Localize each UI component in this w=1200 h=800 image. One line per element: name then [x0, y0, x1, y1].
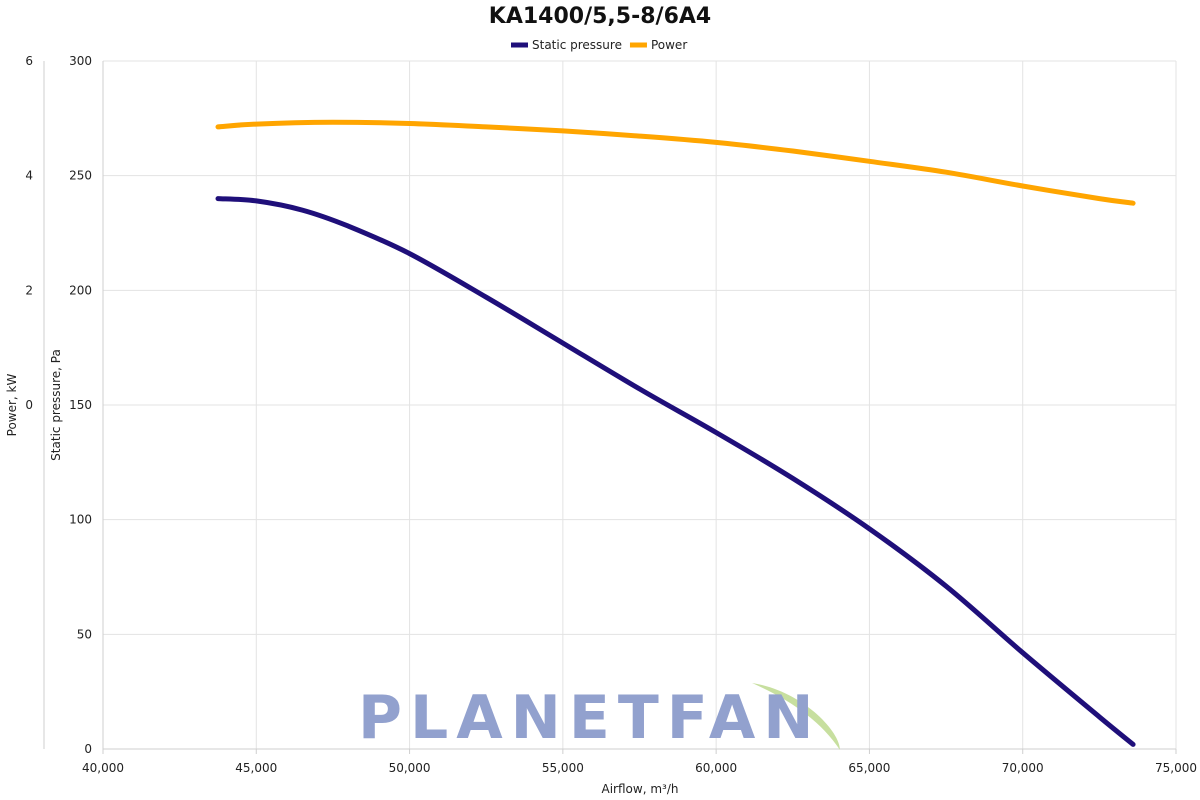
- x-tick-label: 50,000: [389, 761, 431, 775]
- x-tick-label: 45,000: [235, 761, 277, 775]
- x-tick-labels: 40,000 45,000 50,000 55,000 60,000 65,000 70,0…: [82, 749, 1197, 775]
- watermark-text: PLANETFAN: [358, 683, 822, 753]
- power-line: [215, 119, 1136, 206]
- power-legend-label: Power: [651, 38, 687, 52]
- legend: Static pressure Power: [511, 38, 687, 52]
- pressure-tick-label: 300: [69, 54, 92, 68]
- power-tick-label: 2: [25, 283, 33, 297]
- x-tick-label: 75,000: [1155, 761, 1197, 775]
- series-lines: [215, 119, 1136, 747]
- planetfan-watermark: PLANETFAN: [358, 683, 840, 753]
- chart-title: KA1400/5,5-8/6A4: [489, 4, 711, 29]
- power-tick-label: 0: [25, 398, 33, 412]
- power-tick-labels: 0 2 4 6: [25, 54, 33, 412]
- power-tick-label: 4: [25, 169, 33, 183]
- x-tick-label: 55,000: [542, 761, 584, 775]
- static-pressure-legend-label: Static pressure: [532, 38, 622, 52]
- pressure-tick-label: 200: [69, 283, 92, 297]
- power-tick-label: 6: [25, 54, 33, 68]
- x-tick-label: 60,000: [695, 761, 737, 775]
- pressure-tick-label: 50: [77, 627, 92, 641]
- pressure-axis-title: Static pressure, Pa: [49, 349, 63, 461]
- x-tick-label: 70,000: [1002, 761, 1044, 775]
- pressure-tick-label: 100: [69, 513, 92, 527]
- power-axis-title: Power, kW: [5, 374, 19, 437]
- x-tick-label: 65,000: [848, 761, 890, 775]
- x-axis-title: Airflow, m³/h: [602, 782, 679, 796]
- pressure-tick-label: 150: [69, 398, 92, 412]
- pressure-tick-labels: 0 50 100 150 200 250 300: [69, 54, 92, 756]
- x-tick-label: 40,000: [82, 761, 124, 775]
- y-gridlines: [103, 60, 1176, 635]
- pressure-tick-label: 0: [84, 742, 92, 756]
- pressure-tick-label: 250: [69, 169, 92, 183]
- static-pressure-line: [215, 196, 1136, 747]
